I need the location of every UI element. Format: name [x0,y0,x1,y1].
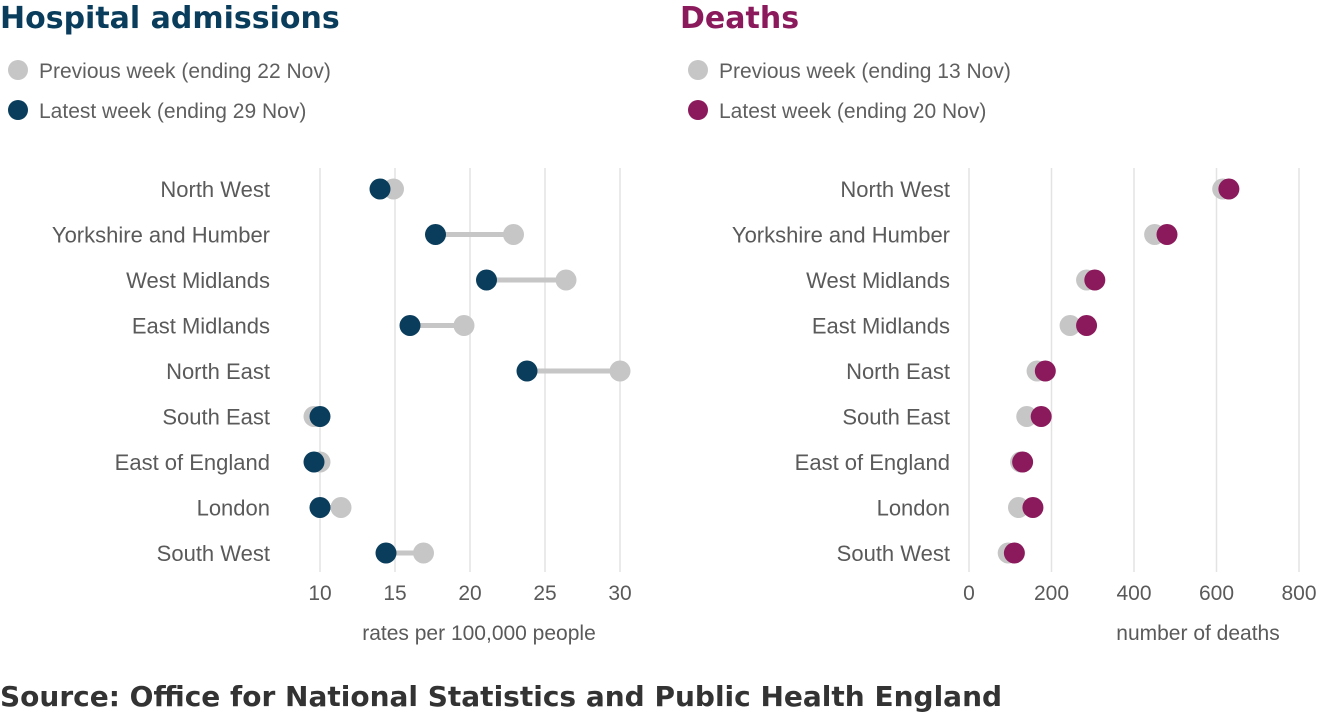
deaths-category-label: South West [837,541,950,566]
deaths-category-label: South East [842,405,950,430]
deaths-category-label: East of England [795,450,950,475]
admissions-tick-label: 20 [458,582,481,605]
admissions-latest-point [309,406,331,427]
deaths-category-label: West Midlands [806,268,950,293]
admissions-previous-point [609,360,631,382]
deaths-latest-point [1030,406,1052,427]
deaths-previous-point [1008,497,1029,518]
admissions-category-label: South West [157,541,270,566]
deaths-tick-label: 0 [963,582,975,605]
deaths-previous-point [1059,315,1081,336]
admissions-tick-label: 25 [533,582,556,605]
deaths-title: Deaths [680,1,799,36]
admissions-category-label: Yorkshire and Humber [52,223,270,248]
admissions-category-label: London [197,496,270,521]
admissions-category-label: North East [166,359,270,384]
source-note: Source: Office for National Statistics a… [0,680,1002,713]
admissions-tick-label: 10 [308,582,331,605]
admissions-legend-latest-label: Latest week (ending 29 Nov) [39,100,306,123]
admissions-previous-point [413,542,434,564]
deaths-latest-point [1218,178,1240,200]
deaths-latest-point [1076,315,1098,336]
admissions-category-label: North West [160,177,270,202]
deaths-latest-point [1012,451,1034,473]
deaths-latest-point [1156,224,1178,245]
admissions-x-axis-title: rates per 100,000 people [362,622,596,645]
deaths-latest-point [1003,542,1025,564]
admissions-legend-previous-label: Previous week (ending 22 Nov) [39,60,331,83]
admissions-category-label: West Midlands [126,268,270,293]
deaths-legend-latest-label: Latest week (ending 20 Nov) [719,100,986,123]
admissions-previous-point [330,497,352,518]
admissions-latest-point [516,360,538,382]
admissions-latest-point [369,178,391,200]
admissions-previous-point [503,224,524,245]
deaths-tick-label: 800 [1281,582,1316,605]
admissions-latest-point [303,451,325,473]
deaths-previous-point [1016,406,1038,427]
admissions-tick-label: 30 [608,582,631,605]
admissions-latest-point [309,497,331,518]
deaths-plot: 0 200 400 600 800 North West Yorkshire and Hum… [732,168,1317,605]
deaths-latest-point [1022,497,1044,518]
deaths-tick-label: 400 [1116,582,1151,605]
admissions-legend-previous-marker [8,60,28,80]
deaths-tick-label: 600 [1199,582,1234,605]
deaths-latest-point [1084,269,1106,291]
admissions-latest-point [476,269,497,291]
deaths-legend-latest-marker [688,100,708,120]
deaths-category-label: North West [840,177,950,202]
admissions-latest-point [425,224,446,245]
admissions-legend-latest-marker [8,100,28,120]
deaths-legend-previous-label: Previous week (ending 13 Nov) [719,60,1011,83]
admissions-latest-point [399,315,421,336]
deaths-category-label: North East [846,359,950,384]
admissions-title: Hospital admissions [0,1,340,36]
admissions-previous-point [555,269,577,291]
admissions-previous-point [453,315,475,336]
deaths-category-label: Yorkshire and Humber [732,223,950,248]
admissions-latest-point [375,542,397,564]
admissions-tick-label: 15 [383,582,406,605]
deaths-category-label: London [877,496,950,521]
admissions-category-label: East of England [115,450,270,475]
admissions-category-label: South East [162,405,270,430]
admissions-category-label: East Midlands [132,314,270,339]
admissions-plot: 10 15 20 25 30 North West Yorkshire and Humber… [52,168,632,605]
deaths-category-label: East Midlands [812,314,950,339]
deaths-legend-previous-marker [688,60,708,80]
deaths-latest-point [1034,360,1056,382]
deaths-tick-label: 200 [1034,582,1069,605]
deaths-x-axis-title: number of deaths [1116,622,1279,645]
